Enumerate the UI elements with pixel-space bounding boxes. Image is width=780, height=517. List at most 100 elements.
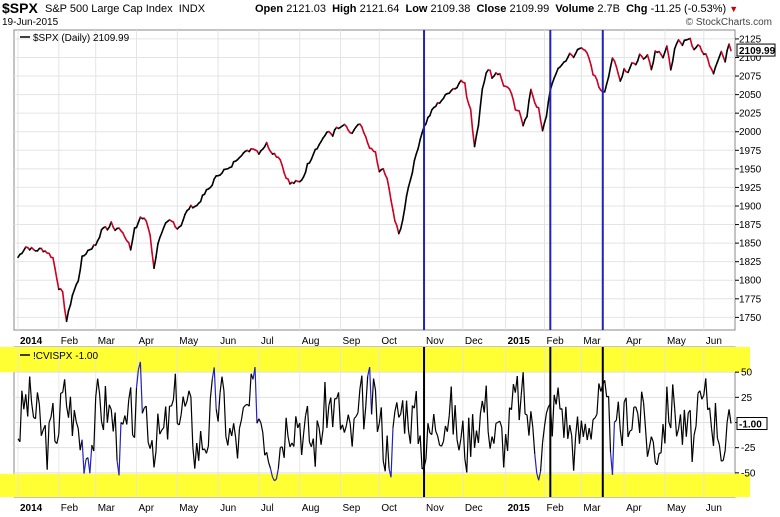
indicator-x-label: Dec (465, 503, 483, 514)
indicator-segment (170, 399, 174, 407)
indicator-segment (728, 409, 732, 424)
price-y-tick-label: 2100 (739, 53, 762, 64)
indicator-segment (330, 397, 334, 428)
indicator-segment (56, 434, 60, 444)
stockcharts-logo: © StockCharts.com (685, 17, 772, 28)
indicator-segment (287, 436, 291, 448)
indicator-segment (351, 418, 355, 447)
indicator-segment (69, 396, 73, 436)
indicator-segment (485, 385, 489, 432)
indicator-segment (571, 435, 575, 471)
indicator-y-tick-label: -25 (741, 443, 756, 454)
indicator-segment (343, 425, 347, 433)
indicator-x-label: Nov (426, 503, 444, 514)
price-segment (67, 304, 72, 312)
indicator-segment (89, 445, 93, 474)
price-segment (98, 228, 103, 239)
indicator-segment (293, 416, 297, 447)
indicator-segment (641, 391, 645, 403)
indicator-segment (528, 411, 532, 436)
price-segment (409, 171, 414, 181)
price-segment (481, 81, 486, 90)
indicator-segment (435, 430, 439, 437)
indicator-x-label: May (179, 503, 198, 514)
price-segment (304, 162, 309, 174)
price-segment (706, 57, 711, 67)
indicator-segment (355, 412, 359, 417)
indicator-segment (608, 396, 612, 453)
indicator-segment (165, 406, 169, 440)
price-x-label: 2015 (508, 336, 531, 347)
price-segment (69, 294, 74, 306)
indicator-segment (427, 423, 431, 434)
indicator-segment (337, 392, 342, 430)
indicator-segment (363, 406, 367, 430)
price-segment (646, 54, 651, 63)
indicator-segment (29, 376, 33, 403)
price-segment (429, 109, 433, 117)
indicator-segment (31, 402, 35, 418)
price-x-label: Jun (706, 336, 722, 347)
indicator-segment (506, 407, 511, 451)
indicator-segment (302, 415, 307, 434)
indicator-segment (184, 400, 188, 407)
indicator-segment (233, 423, 237, 438)
indicator-segment (660, 424, 664, 454)
price-y-tick-label: 1800 (739, 276, 762, 287)
indicator-segment (285, 417, 289, 437)
indicator-segment (180, 396, 184, 415)
indicator-x-label: Mar (583, 503, 601, 514)
indicator-segment (320, 429, 324, 445)
price-segment (699, 45, 703, 52)
indicator-segment (301, 433, 305, 456)
price-segment (394, 220, 398, 227)
indicator-segment (629, 429, 633, 432)
price-segment (489, 69, 493, 79)
indicator-segment (213, 367, 217, 409)
price-segment (135, 221, 140, 229)
indicator-segment (594, 413, 598, 419)
price-segment (399, 219, 404, 230)
price-segment (281, 164, 285, 174)
indicator-segment (396, 402, 400, 418)
price-x-label: Dec (465, 336, 483, 347)
price-segment (388, 187, 392, 202)
indicator-segment (231, 423, 235, 437)
price-segment (211, 178, 216, 186)
indicator-segment (404, 400, 408, 434)
indicator-segment (563, 406, 567, 438)
price-segment (609, 57, 614, 68)
indicator-segment (155, 413, 159, 452)
indicator-segment (194, 442, 198, 469)
open-value: 2121.03 (286, 3, 326, 15)
indicator-segment (97, 378, 101, 394)
indicator-segment (166, 405, 171, 440)
price-x-label: Apr (139, 336, 155, 347)
indicator-segment (372, 378, 377, 391)
price-plot-area (13, 29, 736, 331)
price-segment (302, 171, 307, 178)
indicator-segment (415, 391, 419, 444)
price-segment (673, 42, 678, 50)
price-segment (56, 278, 60, 291)
price-segment (157, 236, 161, 245)
indicator-segment (419, 435, 423, 470)
price-segment (590, 64, 594, 76)
indicator-segment (534, 454, 538, 474)
indicator-segment (567, 424, 571, 439)
price-segment (180, 219, 184, 227)
indicator-segment (324, 382, 328, 428)
indicator-segment (598, 383, 602, 392)
indicator-last-value: -1.00 (739, 420, 762, 431)
price-segment (413, 153, 418, 162)
indicator-x-label: Apr (626, 503, 642, 514)
indicator-segment (518, 395, 522, 421)
indicator-segment (262, 432, 266, 456)
price-segment (131, 227, 136, 241)
price-segment (366, 142, 371, 149)
price-segment (469, 108, 474, 132)
indicator-segment (102, 386, 107, 431)
indicator-segment (283, 417, 287, 458)
price-segment (477, 105, 482, 127)
price-x-label: 2014 (20, 336, 43, 347)
